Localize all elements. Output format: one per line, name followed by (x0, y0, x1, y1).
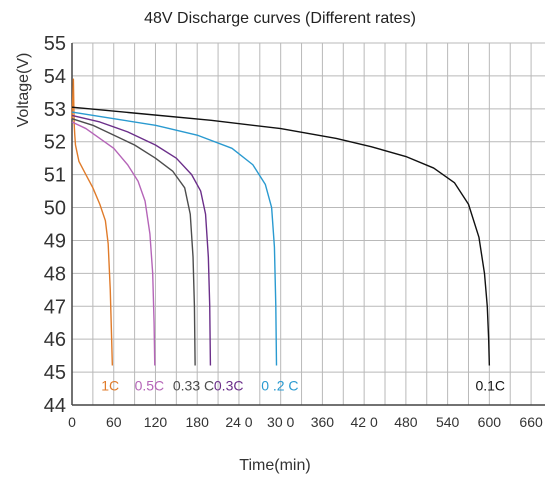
y-tick-label-4: 48 (44, 263, 66, 285)
y-tick-label-7: 51 (44, 165, 66, 187)
x-tick-label-4: 24 0 (225, 414, 252, 430)
series-label-0: 1C (101, 377, 119, 393)
y-tick-label-5: 49 (44, 230, 66, 252)
y-tick-label-9: 53 (44, 99, 66, 121)
series-line-0 (71, 78, 114, 366)
y-tick-label-10: 54 (44, 66, 66, 88)
y-tick-label-0: 44 (44, 395, 66, 417)
x-tick-label-5: 30 0 (267, 414, 294, 430)
series-label-4: 0 .2 C (261, 377, 298, 393)
y-tick-label-6: 50 (44, 198, 66, 220)
series-label-3: 0.3C (214, 377, 244, 393)
x-tick-label-9: 540 (436, 414, 460, 430)
series-label-5: 0.1C (475, 377, 505, 393)
y-tick-label-8: 52 (44, 132, 66, 154)
series-line-4 (71, 111, 278, 366)
x-tick-label-8: 480 (394, 414, 418, 430)
series-line-2 (71, 118, 196, 366)
y-tick-label-3: 47 (44, 296, 66, 318)
x-tick-label-3: 180 (186, 414, 210, 430)
x-tick-label-6: 360 (311, 414, 335, 430)
x-tick-label-7: 42 0 (351, 414, 378, 430)
y-tick-label-11: 55 (44, 33, 66, 55)
x-tick-label-2: 120 (144, 414, 168, 430)
x-tick-label-1: 60 (106, 414, 122, 430)
series-labels: 1C 0.5C 0.33 C 0.3C 0 .2 C 0.1C (101, 377, 505, 393)
x-tick-label-11: 660 (519, 414, 543, 430)
grid-lines (71, 42, 545, 406)
series-line-3 (71, 114, 212, 366)
series-line-1 (71, 121, 156, 366)
series-label-2: 0.33 C (173, 377, 214, 393)
series-lines (71, 78, 491, 366)
x-tick-label-0: 0 (68, 414, 76, 430)
x-tick-label-10: 600 (478, 414, 502, 430)
series-label-1: 0.5C (135, 377, 165, 393)
x-axis-label: Time(min) (239, 457, 310, 474)
chart-title: 48V Discharge curves (Different rates) (144, 10, 416, 27)
series-line-5 (71, 106, 491, 366)
y-tick-label-2: 46 (44, 329, 66, 351)
axes: 44 45 46 47 48 49 50 51 52 53 54 55 0 60 120 180 24 0 30 … (44, 33, 545, 430)
y-axis-label: Voltage(V) (15, 53, 32, 128)
y-tick-label-1: 45 (44, 362, 66, 384)
